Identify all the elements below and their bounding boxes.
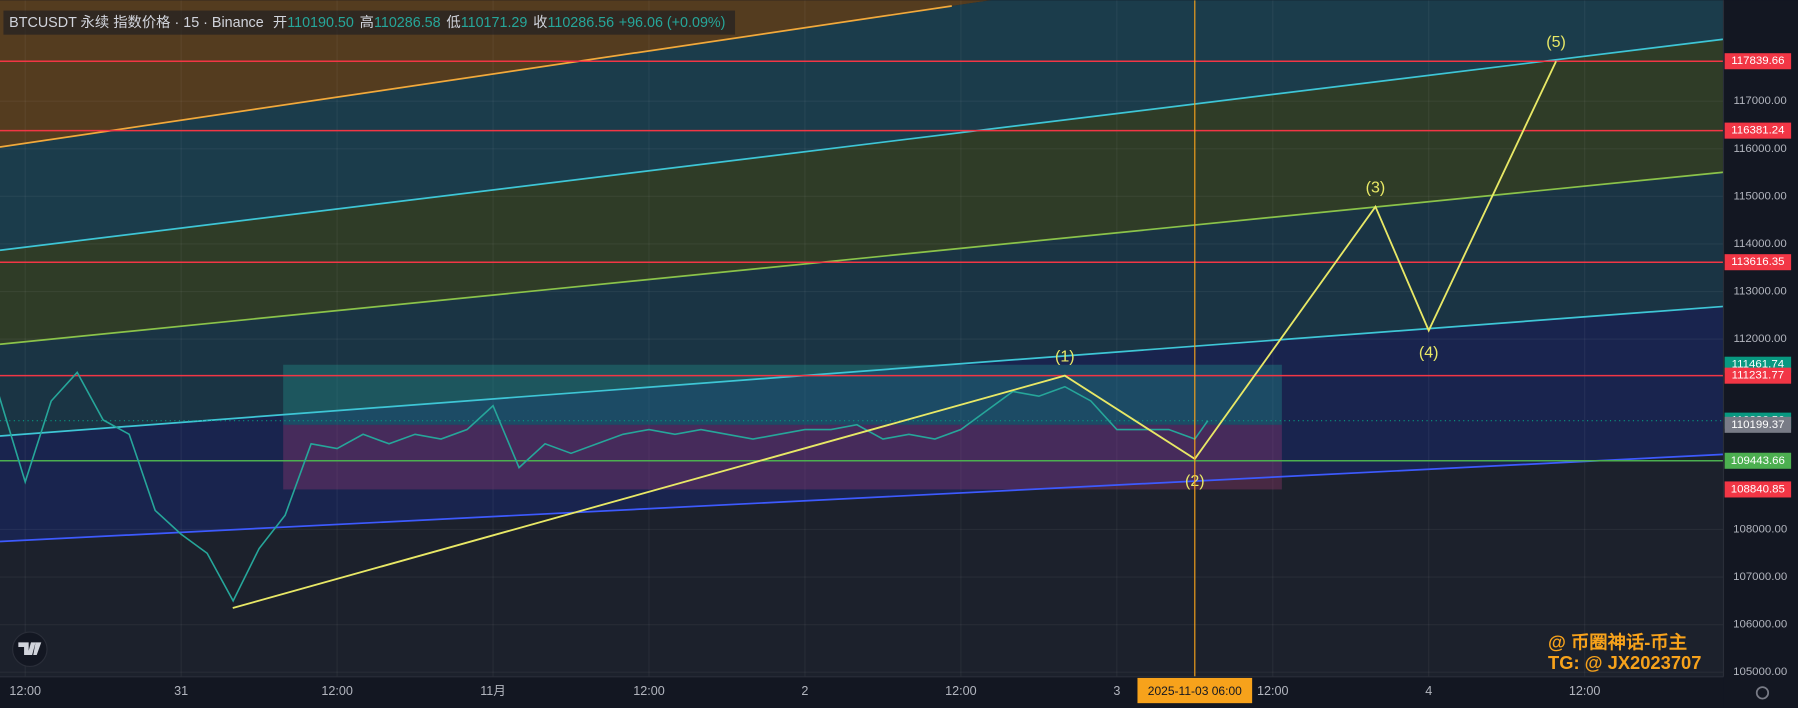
price-label-bg xyxy=(1724,367,1792,384)
crosshair-label: 2025-11-03 06:00 xyxy=(1148,684,1242,698)
wave-line xyxy=(232,60,1557,609)
x-tick-label: 2 xyxy=(801,684,808,698)
close-label: 收 xyxy=(533,14,547,31)
x-tick-label: 12:00 xyxy=(1257,684,1289,698)
header-bg xyxy=(3,10,736,35)
y-tick-label: 112000.00 xyxy=(1734,333,1787,345)
y-tick-label: 108000.00 xyxy=(1733,523,1787,535)
open: 110190.50 xyxy=(287,15,354,31)
price-axis xyxy=(1723,0,1798,708)
x-tick-label: 3 xyxy=(1113,684,1120,698)
price-label: 108840.85 xyxy=(1731,483,1785,495)
price-label-bg xyxy=(1724,53,1792,70)
watermark: @ 币圈神话-币主 xyxy=(1548,631,1687,652)
symbol: BTCUSDT 永续 指数价格 · 15 · Binance xyxy=(9,14,264,31)
price-label: 111231.77 xyxy=(1732,370,1784,382)
x-tick-label: 31 xyxy=(174,684,188,698)
x-tick-label: 12:00 xyxy=(9,684,41,698)
price-label-bg xyxy=(1724,416,1792,433)
tv-logo xyxy=(12,631,48,668)
low: 110171.29 xyxy=(461,15,528,31)
wave-label: (3) xyxy=(1366,179,1386,197)
axes: 2025-11-03 06:00 12:00 31 12:00 11月 12:00 2 12:… xyxy=(9,53,1792,704)
x-tick-label: 12:00 xyxy=(945,684,977,698)
price-label: 116381.24 xyxy=(1731,125,1785,137)
y-tick-label: 114000.00 xyxy=(1734,238,1787,250)
channel-band xyxy=(0,0,1724,251)
x-tick-label: 12:00 xyxy=(321,684,353,698)
channel-band xyxy=(0,454,1724,677)
high-label: 高 xyxy=(360,14,374,31)
logo-mark xyxy=(18,642,42,656)
price-label-bg xyxy=(1724,452,1792,469)
wave-label: (4) xyxy=(1419,344,1439,362)
trendline xyxy=(0,5,952,148)
low-label: 低 xyxy=(446,14,460,31)
trendline xyxy=(0,38,1724,252)
price-line xyxy=(0,371,1209,603)
settings-icon[interactable] xyxy=(1755,686,1770,700)
wave-label: (5) xyxy=(1546,33,1566,51)
channel-band xyxy=(0,39,1724,345)
open-label: 开 xyxy=(273,15,287,31)
high: 110286.58 xyxy=(374,15,441,31)
change: +96.06 (+0.09%) xyxy=(619,15,726,31)
price-label: 109443.66 xyxy=(1731,455,1785,467)
watermark: TG: @ JX2023707 xyxy=(1548,652,1701,673)
y-tick-label: 105000.00 xyxy=(1733,666,1787,678)
y-tick-label: 107000.00 xyxy=(1733,571,1787,583)
price-label: 113616.35 xyxy=(1731,256,1784,268)
price-label-bg xyxy=(1724,254,1792,271)
zone xyxy=(283,364,1282,425)
header-text: BTCUSDT 永续 指数价格 · 15 · Binance 开110190.50… xyxy=(9,14,725,31)
zone xyxy=(283,424,1282,490)
channel-band xyxy=(0,172,1724,437)
trendline xyxy=(0,171,1724,346)
y-tick-label: 113000.00 xyxy=(1734,286,1787,298)
x-tick-label: 12:00 xyxy=(633,684,665,698)
y-tick-label: 106000.00 xyxy=(1733,619,1787,631)
trendline xyxy=(0,305,1724,437)
crosshair-label-bg xyxy=(1137,677,1253,704)
x-tick-label: 4 xyxy=(1425,684,1432,698)
price-label: 110199.37 xyxy=(1731,419,1784,431)
plot-area: (1)(2)(3)(4)(5) xyxy=(0,0,1724,677)
header: BTCUSDT 永续 指数价格 · 15 · Binance 开110190.50… xyxy=(3,10,736,35)
y-tick-label: 117000.00 xyxy=(1734,95,1787,107)
close: 110286.56 xyxy=(547,15,614,31)
x-tick-label: 11月 xyxy=(480,684,506,698)
y-tick-label: 116000.00 xyxy=(1734,143,1787,155)
trendline xyxy=(0,453,1724,543)
channel-band xyxy=(0,306,1724,542)
x-tick-label: 12:00 xyxy=(1569,684,1601,698)
price-label: 117839.66 xyxy=(1731,55,1784,67)
y-tick-label: 115000.00 xyxy=(1734,190,1787,202)
wave-label: (1) xyxy=(1055,348,1075,366)
price-label-bg xyxy=(1724,122,1792,139)
price-label-bg xyxy=(1724,481,1792,498)
